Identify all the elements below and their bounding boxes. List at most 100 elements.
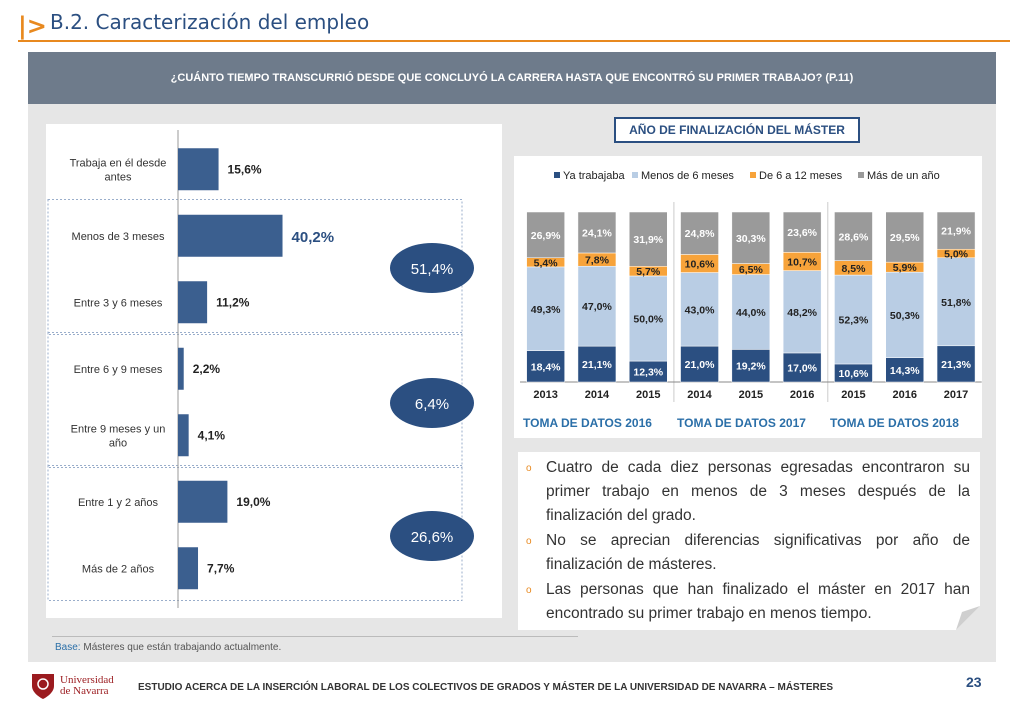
stack-segment xyxy=(731,349,771,383)
segment-label: 14,3% xyxy=(890,365,920,377)
group-label-2018: TOMA DE DATOS 2018 xyxy=(830,416,959,430)
segment-label: 21,9% xyxy=(941,226,971,238)
stack-segment xyxy=(577,211,617,254)
stack-segment xyxy=(731,274,771,350)
bullet-text: Las personas que han finalizado el máste… xyxy=(546,581,970,622)
segment-label: 10,7% xyxy=(787,256,817,268)
page-number: 23 xyxy=(966,674,982,690)
stack-segment xyxy=(782,352,822,383)
segment-label: 17,0% xyxy=(787,362,817,374)
crest-icon xyxy=(32,674,54,699)
conclusions-list: o Cuatro de cada diez personas egresadas … xyxy=(526,456,970,627)
segment-label: 6,5% xyxy=(739,264,764,276)
stack-segment xyxy=(680,211,719,255)
bullet-icon: o xyxy=(526,536,532,547)
segment-label: 24,8% xyxy=(685,228,715,240)
conclusions-box xyxy=(518,452,980,630)
category-label: Entre 6 y 9 meses xyxy=(74,364,163,376)
base-note: Base: Másteres que están trabajando actu… xyxy=(55,642,281,653)
bar xyxy=(178,414,189,457)
stack-segment xyxy=(834,211,873,261)
stack-segment xyxy=(782,270,822,354)
stack-segment xyxy=(680,272,719,347)
stack-segment xyxy=(885,211,924,263)
legend-swatch xyxy=(632,172,638,178)
segment-label: 5,7% xyxy=(636,266,661,278)
x-tick-label: 2016 xyxy=(790,389,814,401)
segment-label: 5,0% xyxy=(944,248,969,260)
bar xyxy=(178,281,208,324)
data-label: 15,6% xyxy=(228,162,262,176)
category-label: Entre 3 y 6 meses xyxy=(74,297,163,309)
segment-label: 43,0% xyxy=(685,304,715,316)
bar xyxy=(178,148,219,191)
base-label: Base: xyxy=(55,642,81,653)
x-tick-label: 2015 xyxy=(636,389,660,401)
logo-line-2: de Navarra xyxy=(60,685,109,697)
stack-segment xyxy=(629,275,668,362)
data-label: 7,7% xyxy=(207,561,235,575)
list-item: o No se aprecian diferencias significativ… xyxy=(526,529,970,577)
segment-label: 29,5% xyxy=(890,232,920,244)
left-chart-box: 15,6% Trabaja en él desde antes 40,2% Menos … xyxy=(46,124,502,618)
segment-label: 18,4% xyxy=(531,361,561,373)
legend-label: Ya trabajaba xyxy=(563,170,625,182)
segment-label: 21,0% xyxy=(685,359,715,371)
stack-segment xyxy=(577,345,617,383)
segment-label: 48,2% xyxy=(787,307,817,319)
category-label: Trabaja en él desde xyxy=(70,157,167,169)
segment-label: 5,9% xyxy=(893,262,918,274)
stacked-bar-chart: Ya trabajaba Menos de 6 meses De 6 a 12 me… xyxy=(520,170,982,402)
data-label: 2,2% xyxy=(193,362,221,376)
group-label-2017: TOMA DE DATOS 2017 xyxy=(677,416,806,430)
category-label: antes xyxy=(105,171,132,183)
x-tick-label: 2013 xyxy=(533,389,557,401)
segment-label: 49,3% xyxy=(531,304,561,316)
stack-segment xyxy=(885,271,924,358)
category-label: año xyxy=(109,437,127,449)
x-tick-label: 2015 xyxy=(739,389,763,401)
segment-label: 12,3% xyxy=(633,367,663,379)
segment-label: 28,6% xyxy=(839,231,869,243)
group-label-2016: TOMA DE DATOS 2016 xyxy=(523,416,652,430)
question-banner: ¿CUÁNTO TIEMPO TRANSCURRIÓ DESDE QUE CON… xyxy=(28,52,996,104)
segment-label: 51,8% xyxy=(941,297,971,309)
group-label: 6,4% xyxy=(415,396,449,413)
group-oval xyxy=(390,243,474,293)
right-chart-box: Ya trabajaba Menos de 6 meses De 6 a 12 me… xyxy=(514,156,982,438)
footer-text: ESTUDIO ACERCA DE LA INSERCIÓN LABORAL D… xyxy=(138,682,834,693)
header-divider xyxy=(18,40,1010,42)
stack-segment xyxy=(577,265,617,347)
category-label: Entre 9 meses y un xyxy=(71,423,166,435)
stack-segment xyxy=(680,345,719,383)
bar xyxy=(178,347,184,390)
base-text: Másteres que están trabajando actualment… xyxy=(83,642,282,653)
segment-label: 26,9% xyxy=(531,230,561,242)
university-logo: Universidad de Navarra xyxy=(30,672,130,700)
segment-label: 50,3% xyxy=(890,310,920,322)
logo-line-1: Universidad xyxy=(60,674,114,686)
bullet-text: Cuatro de cada diez personas egresadas e… xyxy=(546,459,970,524)
stacked-chart-title: AÑO DE FINALIZACIÓN DEL MÁSTER xyxy=(614,117,860,143)
stack-segment xyxy=(526,266,565,351)
data-label: 11,2% xyxy=(216,295,250,309)
group-oval xyxy=(390,378,474,428)
page-curl-icon xyxy=(956,606,980,630)
stack-segment xyxy=(731,211,771,264)
horizontal-bar-chart: 15,6% Trabaja en él desde antes 40,2% Menos … xyxy=(47,130,474,608)
data-label: 4,1% xyxy=(198,428,226,442)
segment-label: 23,6% xyxy=(787,227,817,239)
stack-segment xyxy=(629,211,668,267)
stack-segment xyxy=(936,211,976,250)
stack-segment xyxy=(526,211,565,258)
segment-label: 10,6% xyxy=(685,258,715,270)
group-label: 51,4% xyxy=(411,261,454,278)
legend-label: Más de un año xyxy=(867,170,940,182)
segment-label: 52,3% xyxy=(839,315,869,327)
base-divider xyxy=(52,636,578,637)
legend-swatch xyxy=(750,172,756,178)
list-item: o Las personas que han finalizado el mást… xyxy=(526,578,970,626)
legend-label: De 6 a 12 meses xyxy=(759,170,843,182)
segment-label: 21,1% xyxy=(582,359,612,371)
legend-swatch xyxy=(554,172,560,178)
